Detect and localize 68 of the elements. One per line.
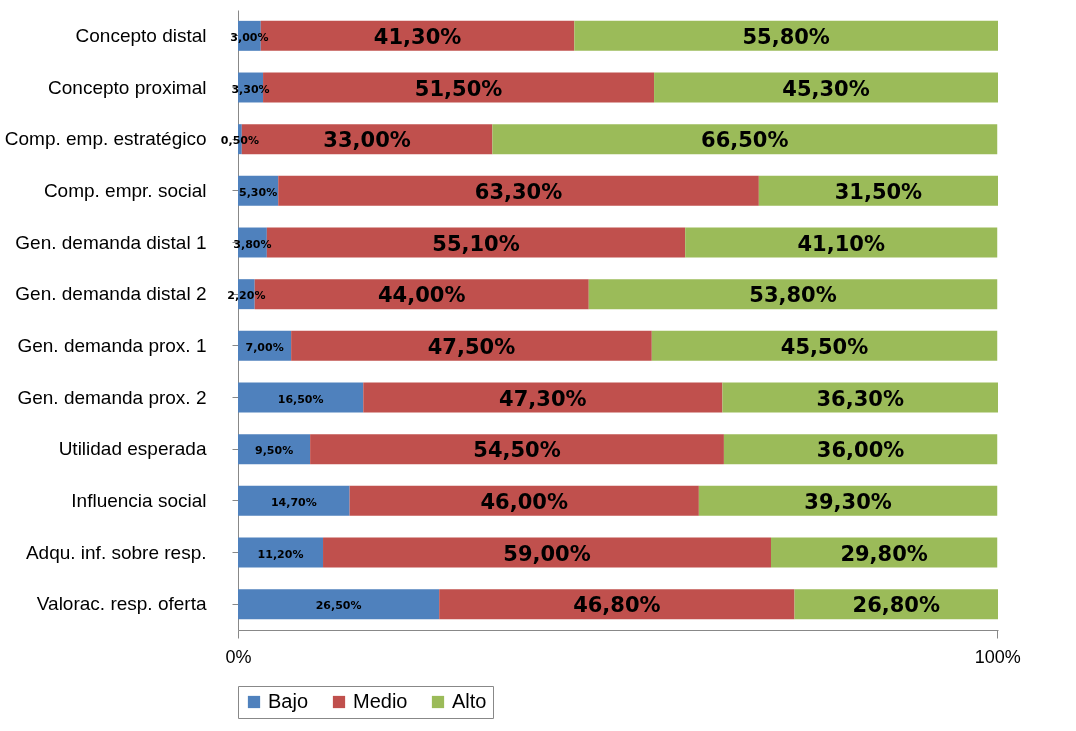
data-label: 45,30% [782, 76, 870, 101]
y-tick-label: Concepto distal [75, 24, 207, 46]
data-label: 41,30% [373, 24, 462, 49]
y-tick-label: Comp. emp. estratégico [4, 128, 207, 150]
data-label: 26,80% [852, 593, 940, 618]
data-label: 11,20% [257, 547, 304, 561]
bar [574, 20, 998, 51]
bar [588, 279, 998, 310]
bar [238, 485, 350, 516]
y-tick-label: Gen. demanda distal 2 [15, 283, 207, 305]
data-label: 2,20% [227, 289, 266, 303]
data-label: 59,00% [503, 541, 591, 566]
legend-label: Medio [353, 690, 408, 712]
bar [758, 175, 998, 206]
bar [291, 330, 652, 361]
data-label: 53,80% [749, 283, 837, 308]
data-label: 45,50% [780, 334, 869, 359]
bar [363, 382, 723, 413]
data-label: 66,50% [701, 128, 789, 153]
data-label: 33,00% [323, 128, 411, 153]
y-tick-label: Concepto proximal [48, 76, 207, 98]
data-label: 9,50% [254, 444, 294, 458]
bar [238, 589, 440, 620]
legend-label: Alto [452, 690, 487, 712]
x-tick-label: 0% [225, 646, 252, 667]
data-label: 16,50% [277, 392, 324, 406]
y-tick-label: Gen. demanda distal 1 [15, 231, 207, 253]
data-label: 7,00% [245, 340, 284, 354]
y-tick-label: Comp. empr. social [43, 179, 207, 201]
data-label: 54,50% [473, 438, 561, 463]
data-label: 31,50% [834, 179, 923, 204]
legend-label: Bajo [268, 690, 309, 712]
y-tick-label: Utilidad esperada [58, 438, 207, 460]
data-label: 41,10% [797, 231, 885, 256]
data-label: 46,80% [573, 593, 661, 618]
bar [698, 485, 998, 516]
y-tick-label: Valorac. resp. oferta [36, 593, 207, 615]
bar [323, 537, 771, 568]
data-label: 29,80% [840, 541, 928, 566]
y-tick-label: Influencia social [71, 489, 207, 511]
y-tick-label: Gen. demanda prox. 1 [17, 334, 207, 356]
data-label: 14,70% [270, 495, 317, 509]
bar [723, 434, 998, 465]
y-tick-label: Adqu. inf. sobre resp. [25, 541, 207, 563]
y-tick-label: Gen. demanda prox. 2 [17, 386, 207, 408]
bar [439, 589, 795, 620]
bar [310, 434, 724, 465]
bar [349, 485, 699, 516]
data-label: 44,00% [378, 283, 466, 308]
data-label: 63,30% [474, 179, 563, 204]
data-label: 47,30% [499, 386, 587, 411]
x-tick-label: 100% [974, 646, 1021, 667]
data-label: 39,30% [804, 489, 892, 514]
data-label: 26,50% [315, 599, 362, 613]
bar [278, 175, 759, 206]
data-label: 0,50% [220, 134, 259, 148]
bar [238, 434, 311, 465]
bar [651, 330, 998, 361]
data-label: 51,50% [414, 76, 503, 101]
bar [238, 382, 364, 413]
data-label: 55,80% [742, 24, 830, 49]
data-label: 46,00% [480, 489, 568, 514]
data-label: 5,30% [239, 185, 278, 199]
bar [492, 124, 998, 155]
data-label: 55,10% [432, 231, 520, 256]
data-label: 36,00% [816, 438, 905, 463]
data-label: 36,30% [816, 386, 904, 411]
data-label: 47,50% [427, 334, 516, 359]
